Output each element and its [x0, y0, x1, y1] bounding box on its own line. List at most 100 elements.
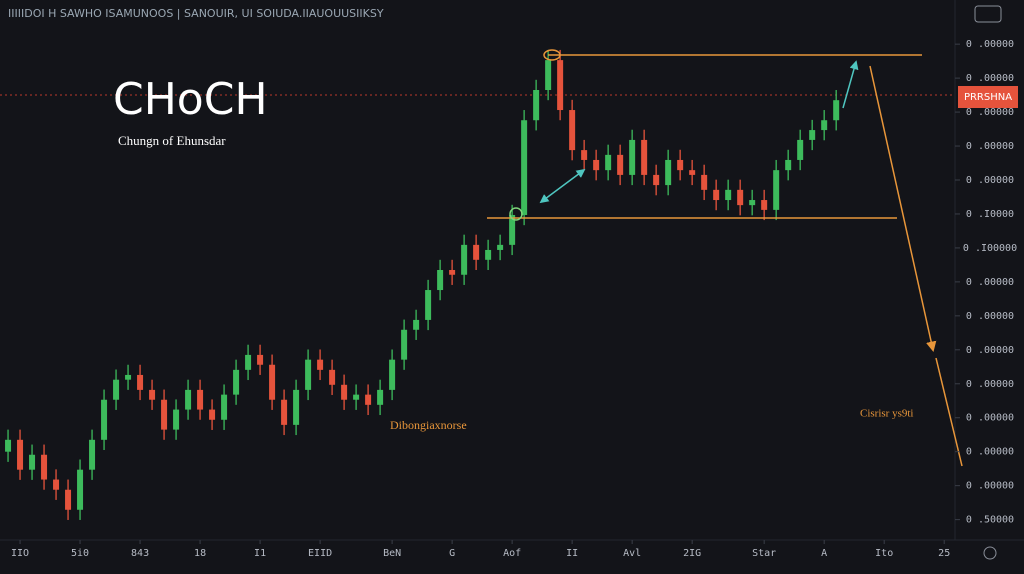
candle-body	[65, 489, 72, 510]
x-tick-label: IIO	[11, 548, 29, 559]
candle-body	[725, 189, 732, 201]
candle-body	[401, 329, 408, 360]
y-tick-label: 0 .00000	[966, 175, 1014, 186]
chart-title: CHoCH	[113, 74, 268, 125]
candle-body	[797, 139, 804, 160]
candle-body	[761, 200, 768, 210]
candle-body	[785, 159, 792, 171]
candle-body	[713, 189, 720, 201]
plot	[5, 49, 840, 520]
candle-body	[101, 399, 108, 440]
candle-body	[317, 359, 324, 370]
arrow	[842, 60, 859, 109]
candle-body	[413, 319, 420, 330]
candle-body	[341, 384, 348, 400]
x-tick-label: Ito	[875, 548, 893, 559]
marker-circle	[543, 49, 561, 61]
candle-body	[809, 130, 816, 140]
candle-body	[173, 409, 180, 430]
candle-body	[677, 159, 684, 171]
candle-body	[773, 170, 780, 210]
candle-body	[701, 174, 708, 190]
candle-body	[257, 354, 264, 365]
reset-icon[interactable]	[983, 546, 997, 560]
candle-body	[821, 120, 828, 131]
annotation: Cisrisr ys9ti	[860, 408, 913, 420]
candle-body	[17, 439, 24, 470]
candle-body	[521, 120, 528, 215]
candle-body	[605, 154, 612, 171]
candle-body	[29, 454, 36, 470]
x-tick-label: I1	[254, 548, 266, 559]
y-tick-label: 0 .00000	[966, 413, 1014, 424]
candle-body	[389, 359, 396, 390]
x-tick-label: 25	[938, 548, 950, 559]
y-tick-label: 0 .I00000	[963, 243, 1017, 254]
candle-body	[245, 354, 252, 370]
candle-body	[113, 379, 120, 400]
candle-body	[293, 389, 300, 425]
candle-body	[269, 364, 276, 400]
candle-body	[233, 369, 240, 395]
candle-body	[281, 399, 288, 425]
x-tick-label: 5i0	[71, 548, 89, 559]
candle-body	[377, 389, 384, 405]
candle-body	[581, 150, 588, 160]
candle-body	[185, 389, 192, 410]
x-tick-label: G	[449, 548, 455, 559]
x-tick-label: Star	[752, 548, 776, 559]
y-tick-label: 0 .00000	[966, 311, 1014, 322]
candle-body	[749, 200, 756, 206]
candle-body	[425, 290, 432, 320]
candle-body	[149, 389, 156, 400]
candle-body	[41, 454, 48, 480]
y-tick-label: 0 .00000	[966, 447, 1014, 458]
y-tick-label: 0 .00000	[966, 345, 1014, 356]
candle-body	[833, 100, 840, 121]
candle-body	[485, 249, 492, 260]
price-badge	[958, 86, 1018, 108]
x-tick-label: Aof	[503, 548, 521, 559]
x-tick-label: Avl	[623, 548, 641, 559]
y-tick-label: 0 .00000	[966, 277, 1014, 288]
candle-body	[329, 369, 336, 385]
candle-body	[161, 399, 168, 430]
candle-body	[197, 389, 204, 410]
candle-body	[209, 409, 216, 420]
candle-body	[437, 270, 444, 291]
candle-body	[617, 154, 624, 175]
y-tick-label: 0 .00000	[966, 73, 1014, 84]
candle-body	[569, 110, 576, 151]
candle-body	[77, 469, 84, 510]
candle-body	[89, 439, 96, 470]
y-tick-label: 0 .I0000	[966, 209, 1014, 220]
candle-body	[497, 244, 504, 250]
candle-body	[629, 139, 636, 175]
drawings	[487, 49, 963, 467]
y-tick-label: 0 .00000	[966, 481, 1014, 492]
price-label: PRRSHNA	[964, 92, 1012, 103]
x-tick-label: 2IG	[683, 548, 701, 559]
candle-body	[557, 60, 564, 111]
settings-icon[interactable]	[974, 5, 1002, 23]
arrow	[539, 168, 586, 204]
x-tick-label: EIID	[308, 548, 332, 559]
y-tick-label: 0 .00000	[966, 141, 1014, 152]
chart-subtitle: Chungn of Ehunsdar	[118, 133, 226, 148]
y-tick-label: 0 .00000	[966, 107, 1014, 118]
candle-body	[533, 90, 540, 121]
candle-body	[53, 479, 60, 490]
projection-arrow	[869, 65, 937, 353]
candle-body	[665, 159, 672, 186]
x-tick-label: 18	[194, 548, 206, 559]
candle-body	[653, 174, 660, 186]
candle-body	[125, 374, 132, 380]
candle-body	[593, 159, 600, 171]
x-tick-label: 843	[131, 548, 149, 559]
y-tick-label: 0 .50000	[966, 515, 1014, 526]
candle-body	[737, 189, 744, 206]
candle-body	[509, 214, 516, 245]
header: IIIIIDOI H SAWHO ISAMUNOOS | SANOUIR, UI…	[8, 7, 384, 20]
